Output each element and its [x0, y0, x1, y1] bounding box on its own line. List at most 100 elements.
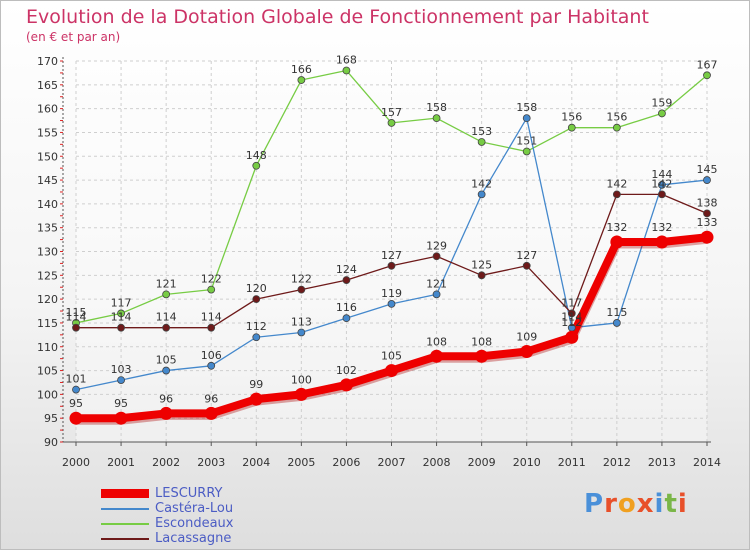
- data-point-castera-lou: [207, 361, 216, 370]
- data-label-lescurry: 96: [159, 392, 173, 405]
- logo-letter: r: [604, 489, 618, 519]
- data-label-escondeaux: 156: [561, 111, 582, 124]
- y-tick-label: 95: [44, 412, 58, 425]
- data-point-lacassagne: [612, 190, 621, 199]
- data-point-lacassagne: [252, 295, 261, 304]
- x-tick-label: 2000: [62, 456, 90, 469]
- data-label-castera-lou: 142: [471, 177, 492, 190]
- legend-swatch: [101, 523, 149, 525]
- proxiti-logo: Proxiti: [584, 489, 688, 519]
- data-label-lescurry: 95: [114, 397, 128, 410]
- data-point-lescurry: [249, 392, 263, 406]
- data-label-escondeaux: 167: [697, 58, 718, 71]
- data-point-escondeaux: [522, 147, 531, 156]
- y-tick-label: 90: [44, 436, 58, 449]
- data-point-castera-lou: [477, 190, 486, 199]
- data-label-castera-lou: 103: [111, 363, 132, 376]
- data-point-escondeaux: [703, 71, 711, 80]
- chart-subtitle: (en € et par an): [26, 30, 121, 44]
- legend-swatch: [101, 508, 149, 510]
- data-label-escondeaux: 159: [651, 96, 672, 109]
- data-point-castera-lou: [432, 290, 441, 299]
- data-label-lacassagne: 114: [156, 311, 177, 324]
- data-label-lescurry: 100: [291, 373, 312, 386]
- y-tick-label: 140: [37, 198, 58, 211]
- data-point-lacassagne: [387, 261, 396, 270]
- x-tick-label: 2006: [332, 456, 360, 469]
- data-label-escondeaux: 156: [606, 111, 627, 124]
- data-point-castera-lou: [522, 114, 531, 123]
- data-point-castera-lou: [162, 366, 171, 375]
- data-point-escondeaux: [207, 285, 216, 294]
- data-label-escondeaux: 166: [291, 63, 312, 76]
- data-point-lescurry: [204, 406, 218, 420]
- data-point-lacassagne: [162, 323, 171, 332]
- x-tick-label: 2008: [423, 456, 451, 469]
- data-point-castera-lou: [342, 314, 351, 323]
- y-tick-label: 125: [37, 269, 58, 282]
- data-label-lescurry: 112: [561, 316, 582, 329]
- data-point-escondeaux: [342, 66, 351, 75]
- data-label-escondeaux: 148: [246, 149, 267, 162]
- legend-label: LESCURRY: [155, 486, 223, 501]
- data-label-castera-lou: 116: [336, 301, 357, 314]
- legend-swatch: [101, 489, 149, 498]
- y-tick-label: 120: [37, 293, 58, 306]
- data-point-castera-lou: [612, 319, 621, 327]
- data-label-castera-lou: 158: [516, 101, 537, 114]
- logo-letter: x: [636, 489, 655, 519]
- x-tick-label: 2007: [378, 456, 406, 469]
- y-tick-label: 130: [37, 246, 58, 259]
- y-tick-label: 150: [37, 150, 58, 163]
- data-point-lacassagne: [703, 209, 711, 218]
- data-point-lacassagne: [522, 261, 531, 270]
- data-label-lacassagne: 127: [381, 249, 402, 262]
- data-point-escondeaux: [117, 309, 125, 318]
- data-label-lacassagne: 117: [561, 296, 582, 309]
- data-point-lacassagne: [432, 252, 441, 261]
- data-point-castera-lou: [297, 328, 306, 337]
- legend-label: Lacassagne: [155, 531, 232, 546]
- data-point-castera-lou: [117, 376, 125, 384]
- x-tick-label: 2010: [513, 456, 541, 469]
- data-point-lacassagne: [207, 323, 216, 332]
- data-point-lescurry: [114, 411, 128, 425]
- data-label-escondeaux: 115: [66, 306, 87, 319]
- y-tick-label: 105: [37, 365, 58, 378]
- y-tick-label: 145: [37, 174, 58, 187]
- data-label-lescurry: 109: [516, 331, 537, 344]
- data-point-lescurry: [339, 378, 353, 392]
- data-label-escondeaux: 151: [516, 134, 537, 147]
- data-point-lescurry: [655, 235, 669, 249]
- chart-title: Evolution de la Dotation Globale de Fonc…: [26, 6, 649, 28]
- data-label-castera-lou: 119: [381, 287, 402, 300]
- legend-swatch: [101, 538, 149, 540]
- data-label-castera-lou: 113: [291, 315, 312, 328]
- y-tick-label: 135: [37, 222, 58, 235]
- x-tick-label: 2005: [287, 456, 315, 469]
- data-point-escondeaux: [567, 123, 576, 132]
- y-tick-label: 155: [37, 126, 58, 139]
- data-point-lacassagne: [342, 276, 351, 284]
- data-point-lescurry: [700, 230, 714, 244]
- data-point-escondeaux: [432, 114, 441, 123]
- data-label-lescurry: 132: [606, 221, 627, 234]
- data-point-lescurry: [565, 330, 579, 344]
- legend-label: Castéra-Lou: [155, 501, 234, 516]
- data-label-escondeaux: 117: [111, 296, 132, 309]
- data-label-lescurry: 96: [204, 392, 218, 405]
- logo-letter: i: [654, 489, 665, 519]
- data-point-lacassagne: [567, 309, 576, 318]
- x-tick-label: 2002: [152, 456, 180, 469]
- data-point-lacassagne: [658, 190, 666, 199]
- data-point-lescurry: [520, 345, 534, 359]
- data-label-castera-lou: 112: [246, 320, 267, 333]
- data-label-lacassagne: 125: [471, 258, 492, 271]
- data-label-escondeaux: 153: [471, 125, 492, 138]
- data-label-lescurry: 99: [249, 378, 263, 391]
- data-label-castera-lou: 101: [66, 373, 87, 386]
- x-tick-label: 2013: [648, 456, 676, 469]
- data-label-castera-lou: 144: [651, 168, 672, 181]
- data-label-lacassagne: 142: [606, 177, 627, 190]
